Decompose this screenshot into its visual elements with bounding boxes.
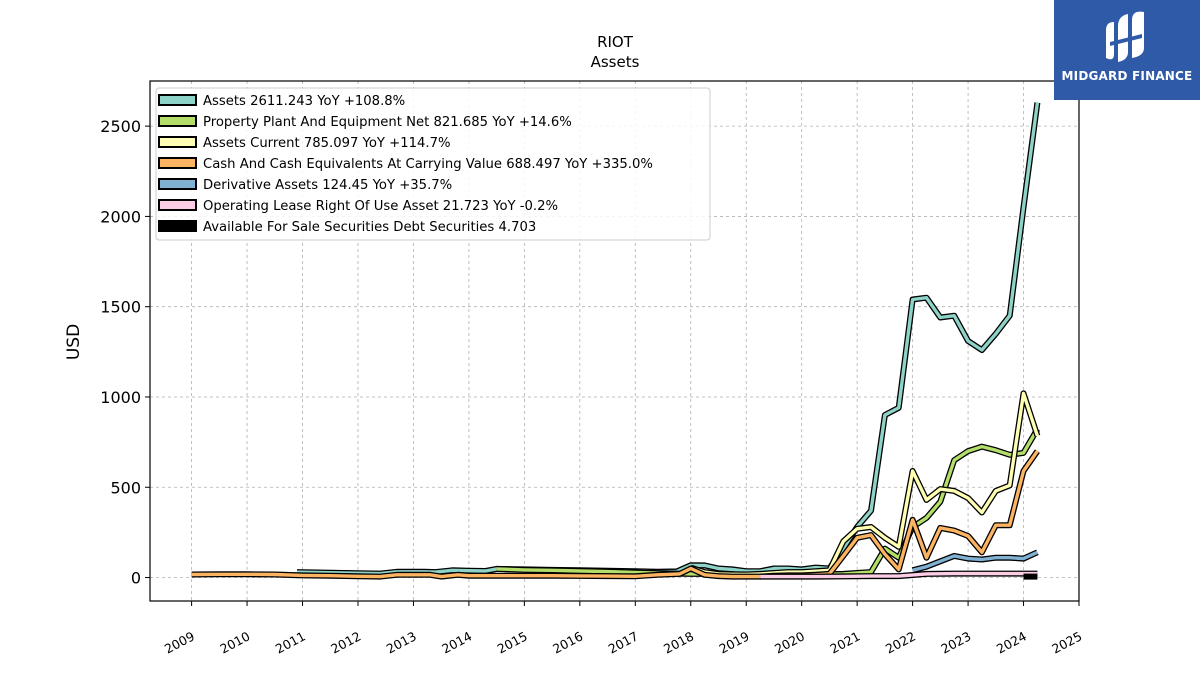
logo-mark-icon	[1106, 11, 1144, 62]
series-line	[760, 571, 1038, 579]
x-tick-label: 2024	[994, 628, 1029, 656]
legend-entry: Assets Current 785.097 YoY +114.7%	[203, 136, 451, 151]
y-tick-label: 1000	[100, 388, 141, 407]
legend-entry: Property Plant And Equipment Net 821.685…	[203, 115, 572, 130]
y-tick-label: 2500	[100, 117, 141, 136]
legend-swatch	[158, 220, 197, 232]
x-tick-label: 2017	[606, 628, 641, 656]
y-tick-label: 1500	[100, 298, 141, 317]
chart-subtitle: Assets	[591, 53, 640, 71]
x-tick-label: 2010	[217, 628, 252, 656]
series-line	[296, 102, 1040, 576]
y-tick-label: 0	[131, 569, 141, 588]
series-line	[191, 450, 1039, 579]
x-tick-label: 2019	[717, 628, 752, 656]
legend-swatch	[158, 157, 197, 169]
plot-frame	[149, 80, 1080, 602]
x-tick-label: 2022	[883, 628, 918, 656]
series-assets	[296, 102, 1041, 577]
x-tick-label: 2025	[1049, 628, 1084, 656]
legend-entry: Assets 2611.243 YoY +108.8%	[203, 94, 405, 109]
series-cash-and-cash-equivalents-at-carrying-value	[191, 449, 1040, 580]
x-tick-label: 2016	[550, 628, 585, 656]
x-tick-label: 2021	[827, 628, 862, 656]
y-tick-label: 500	[110, 478, 141, 497]
chart-title: RIOT	[597, 33, 634, 51]
y-tick-label: 2000	[100, 207, 141, 226]
series-group	[191, 102, 1041, 580]
legend-entry: Operating Lease Right Of Use Asset 21.72…	[203, 199, 558, 214]
midgard-finance-logo: MIDGARD FINANCE	[1054, 0, 1200, 100]
x-tick-label: 2023	[938, 628, 973, 656]
x-tick-label: 2011	[273, 628, 308, 656]
legend-box	[155, 87, 711, 241]
legend-swatch	[158, 199, 197, 211]
legend-swatch	[158, 115, 197, 127]
series-derivative-assets	[911, 549, 1039, 574]
x-tick-label: 2014	[439, 628, 474, 656]
y-axis-label: USD	[64, 324, 84, 360]
brand-name: MIDGARD FINANCE	[1061, 69, 1193, 83]
legend: Assets 2611.243 YoY +108.8% Property Plan…	[155, 87, 711, 241]
x-tick-label: 2009	[162, 628, 197, 656]
series-operating-lease-right-of-use-asset	[760, 570, 1038, 580]
x-tick-label: 2013	[384, 628, 419, 656]
legend-entry: Cash And Cash Equivalents At Carrying Va…	[203, 157, 653, 172]
legend-swatch	[158, 94, 197, 106]
x-tick-label: 2015	[495, 628, 530, 656]
x-tick-label: 2018	[661, 628, 696, 656]
legend-swatch	[158, 178, 197, 190]
series-outline	[911, 549, 1039, 574]
legend-swatch	[158, 136, 197, 148]
legend-entry: Available For Sale Securities Debt Secur…	[203, 220, 536, 235]
legend-entry: Derivative Assets 124.45 YoY +35.7%	[203, 178, 452, 193]
x-tick-label: 2012	[328, 628, 363, 656]
x-tick-label: 2020	[772, 628, 807, 656]
series-line	[912, 550, 1039, 572]
